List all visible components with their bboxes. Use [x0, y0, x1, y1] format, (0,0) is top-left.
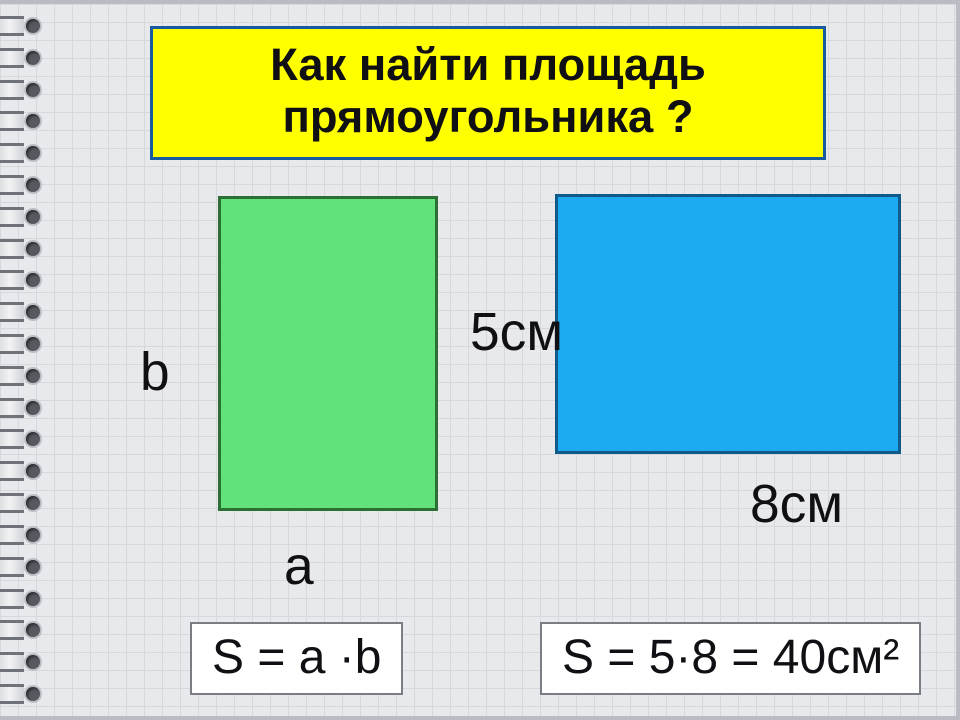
binding-ring: [0, 270, 42, 290]
binding-ring: [0, 461, 42, 481]
binding-ring: [0, 143, 42, 163]
binding-ring: [0, 239, 42, 259]
binding-ring: [0, 652, 42, 672]
binding-ring: [0, 620, 42, 640]
binding-ring: [0, 366, 42, 386]
green-bottom-label: a: [284, 536, 314, 597]
blue-rectangle: [555, 194, 901, 454]
binding-ring: [0, 48, 42, 68]
formula-numeric-box: S = 5·8 = 40см²: [540, 622, 921, 695]
binding-ring: [0, 589, 42, 609]
binding-ring: [0, 16, 42, 36]
blue-bottom-label: 8см: [750, 474, 843, 535]
green-rectangle: [218, 196, 438, 511]
page: Как найти площадь прямоугольника ? b a 5…: [0, 0, 960, 720]
title-line-2: прямоугольника ?: [282, 91, 693, 142]
binding-ring: [0, 207, 42, 227]
spiral-binding: [0, 4, 60, 716]
title-box: Как найти площадь прямоугольника ?: [150, 26, 826, 160]
binding-ring: [0, 175, 42, 195]
binding-ring: [0, 302, 42, 322]
binding-ring: [0, 429, 42, 449]
binding-ring: [0, 80, 42, 100]
binding-ring: [0, 398, 42, 418]
binding-ring: [0, 493, 42, 513]
title-line-1: Как найти площадь: [270, 39, 706, 90]
formula-generic-box: S = a ·b: [190, 622, 403, 695]
blue-side-label: 5см: [470, 302, 563, 363]
binding-ring: [0, 557, 42, 577]
binding-ring: [0, 334, 42, 354]
binding-ring: [0, 684, 42, 704]
green-side-label: b: [140, 342, 170, 403]
binding-ring: [0, 525, 42, 545]
binding-ring: [0, 111, 42, 131]
